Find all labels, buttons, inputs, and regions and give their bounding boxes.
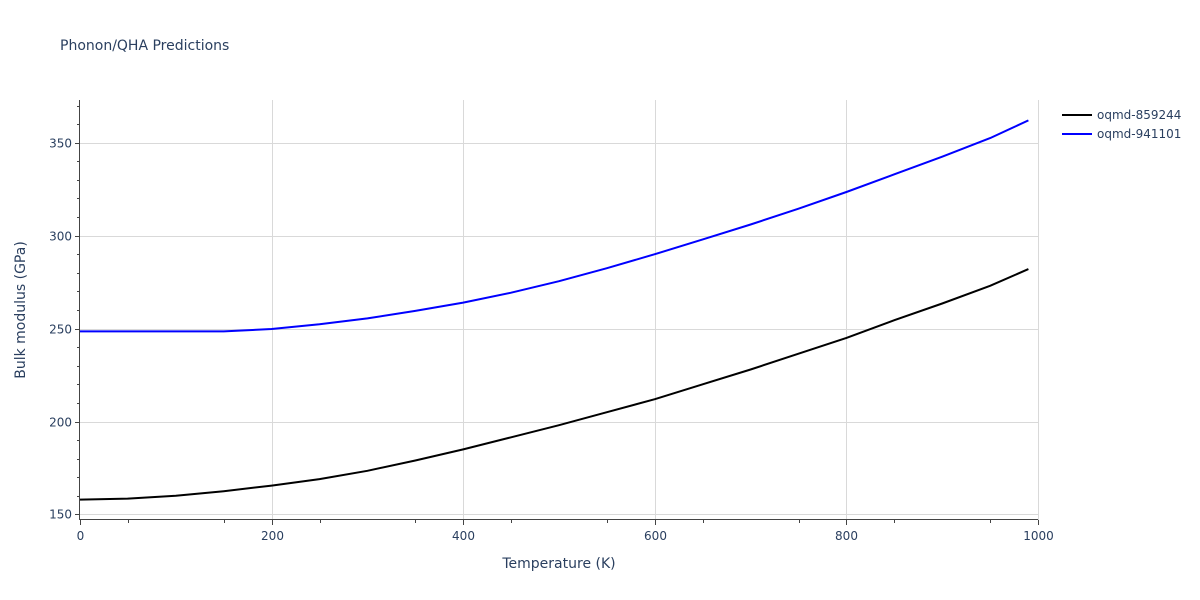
x-tick-label: 800	[835, 529, 858, 543]
legend-label: oqmd-941101	[1097, 127, 1181, 141]
x-tick-label: 400	[452, 529, 475, 543]
x-tick-label: 0	[77, 529, 85, 543]
series-line-2	[80, 119, 1029, 333]
chart-title: Phonon/QHA Predictions	[60, 38, 229, 54]
x-axis-title: Temperature (K)	[501, 556, 615, 572]
y-tick-label: 300	[49, 230, 72, 244]
legend-label: oqmd-859244	[1097, 108, 1181, 122]
ticks: 0 200 400 600 800 1000 150 200 250 300 350	[49, 106, 1054, 543]
y-tick-label: 350	[49, 137, 72, 151]
grid	[80, 100, 1039, 520]
axes	[79, 100, 1038, 520]
y-axis-title: Bulk modulus (GPa)	[13, 241, 29, 379]
legend: oqmd-859244 oqmd-941101	[1062, 108, 1181, 141]
series-line-1	[79, 268, 1029, 501]
x-tick-label: 1000	[1023, 529, 1054, 543]
x-tick-label: 200	[261, 529, 284, 543]
series	[79, 119, 1029, 501]
y-tick-label: 250	[49, 323, 72, 337]
x-tick-label: 600	[644, 529, 667, 543]
y-tick-label: 200	[49, 416, 72, 430]
y-tick-label: 150	[49, 508, 72, 522]
